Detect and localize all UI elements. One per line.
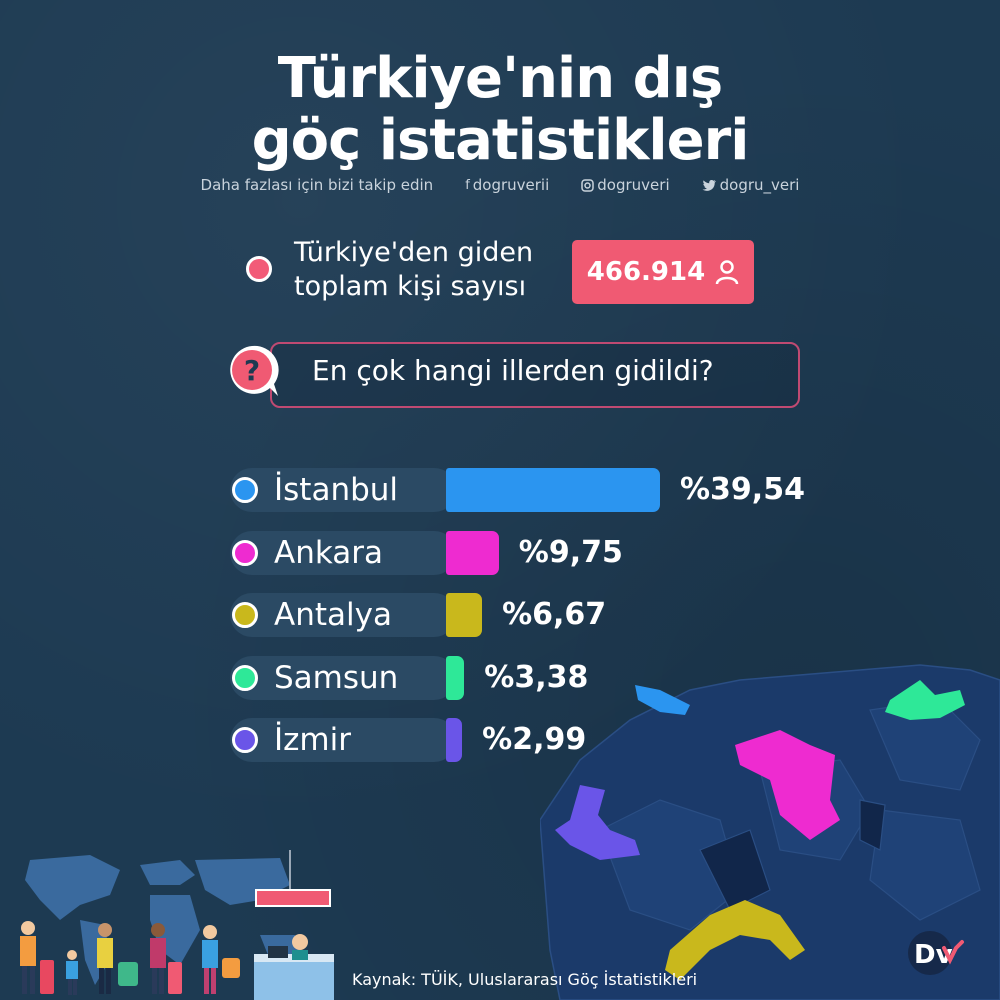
- source-text: Kaynak: TÜİK, Uluslararası Göç İstatisti…: [352, 970, 698, 989]
- instagram-link[interactable]: dogruveri: [581, 176, 670, 194]
- total-label-line-2: toplam kişi sayısı: [294, 271, 527, 302]
- bar: [446, 530, 499, 575]
- bar-legend-dot: [232, 477, 258, 503]
- bar-value-label: %9,75: [518, 534, 623, 570]
- page-title: Türkiye'nin dış göç istatistikleri: [0, 48, 1000, 172]
- title-line-1: Türkiye'nin dış: [277, 46, 723, 111]
- person-icon: [715, 260, 739, 285]
- bar-value-label: %3,38: [484, 659, 589, 695]
- bar: [446, 718, 463, 762]
- social-bar: Daha fazlası için bizi takip edin f dogr…: [0, 176, 1000, 194]
- bar-category-label: Antalya: [274, 597, 392, 633]
- question-mark-icon: ?: [230, 345, 279, 396]
- svg-text:?: ?: [244, 354, 260, 387]
- bar-legend-dot: [232, 664, 258, 691]
- bar-category-label: Ankara: [274, 534, 383, 571]
- facebook-handle: dogruverii: [472, 176, 550, 194]
- facebook-icon: f: [465, 177, 470, 193]
- total-label: Türkiye'den giden toplam kişi sayısı: [294, 236, 564, 304]
- bar: [446, 468, 660, 512]
- facebook-link[interactable]: f dogruverii: [465, 176, 549, 194]
- turkey-map: [540, 664, 1000, 1000]
- bar-legend-dot: [232, 727, 258, 753]
- travelers: [20, 921, 240, 995]
- bar-value-label: %2,99: [482, 722, 587, 757]
- total-label-line-1: Türkiye'den giden: [294, 237, 534, 268]
- bar-legend-dot: [232, 539, 258, 566]
- total-bullet-icon: [246, 256, 272, 282]
- question-box: [270, 342, 800, 408]
- total-value: 466.914: [586, 257, 706, 287]
- bar-row-background: [230, 655, 456, 700]
- bar-category-label: İzmir: [274, 722, 351, 758]
- title-line-2: göç istatistikleri: [251, 108, 750, 173]
- bar-legend-dot: [232, 602, 258, 628]
- bar-row-background: [230, 593, 456, 637]
- question-text: En çok hangi illerden gidildi?: [312, 354, 714, 387]
- bar-category-label: İstanbul: [274, 472, 399, 508]
- world-map-illustration: [20, 850, 334, 1000]
- bar: [446, 655, 465, 700]
- bar-row-background: [230, 468, 456, 512]
- bar-row-background: [230, 530, 456, 575]
- bar-row-background: [230, 718, 456, 762]
- bar-category-label: Samsun: [274, 659, 399, 696]
- twitter-icon: [702, 179, 716, 191]
- twitter-link[interactable]: dogru_veri: [702, 176, 800, 194]
- bar-value-label: %6,67: [502, 597, 607, 632]
- bar: [446, 593, 483, 637]
- dv-logo: Dv: [908, 931, 964, 975]
- twitter-handle: dogru_veri: [719, 176, 800, 194]
- instagram-handle: dogruveri: [597, 176, 670, 194]
- instagram-icon: [581, 178, 595, 192]
- total-value-badge: 466.914: [572, 240, 754, 304]
- follow-text: Daha fazlası için bizi takip edin: [200, 176, 434, 194]
- bar-value-label: %39,54: [680, 472, 805, 507]
